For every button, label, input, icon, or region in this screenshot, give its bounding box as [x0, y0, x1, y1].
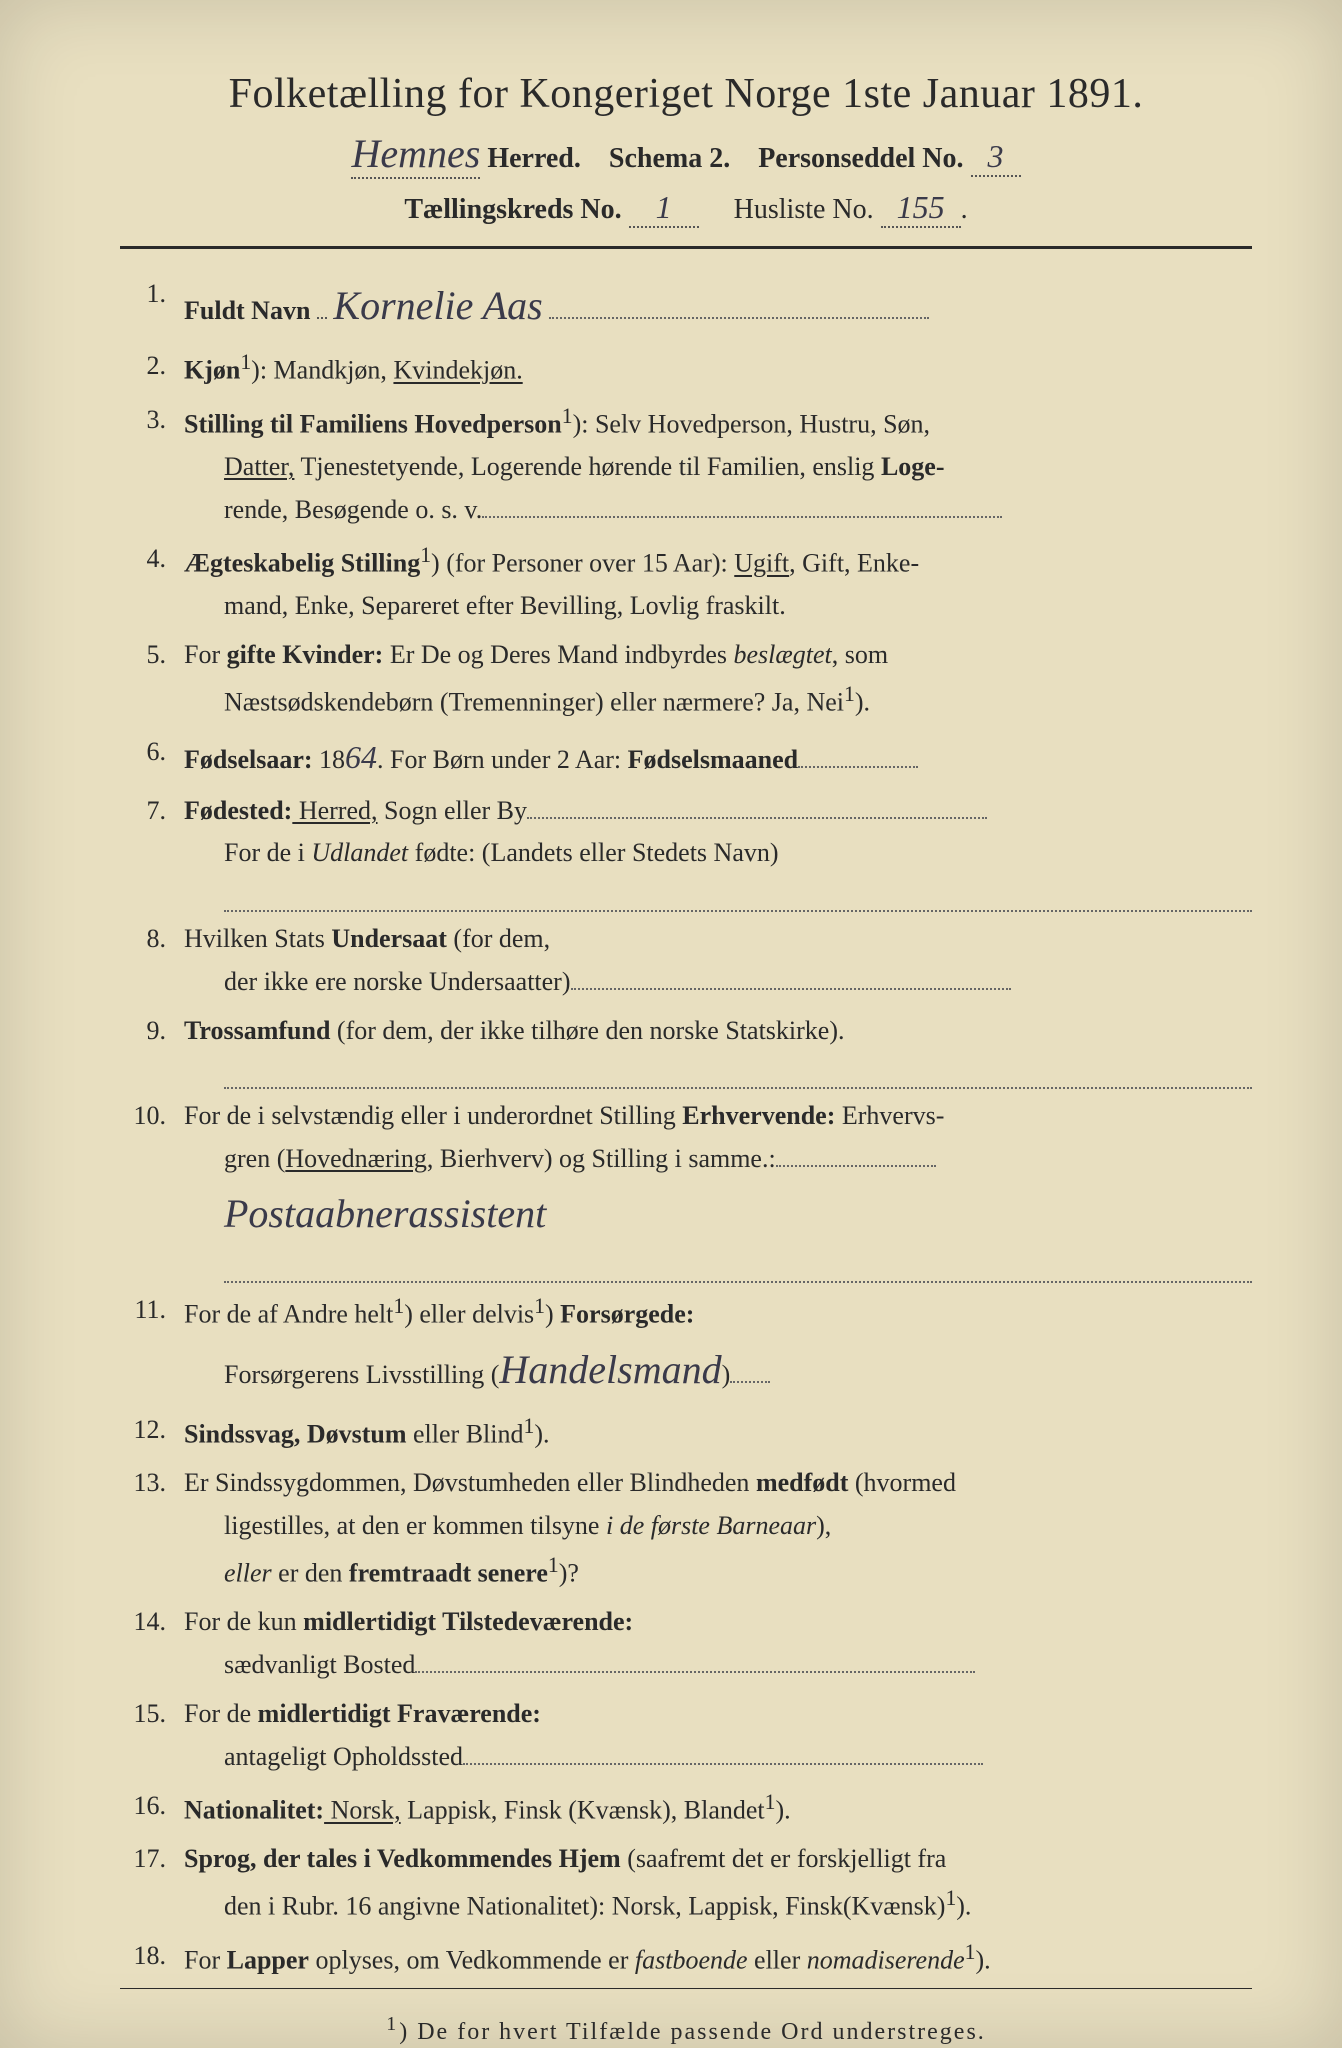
item-16: 16. Nationalitet: Norsk, Lappisk, Finsk …	[120, 1785, 1252, 1833]
item-17: 17. Sprog, der tales i Vedkommendes Hjem…	[120, 1838, 1252, 1928]
item-11: 11. For de af Andre helt1) eller delvis1…	[120, 1289, 1252, 1403]
item-6-num: 6.	[120, 731, 184, 784]
item-8: 8. Hvilken Stats Undersaat (for dem, der…	[120, 918, 1252, 1004]
item-15: 15. For de midlertidigt Fraværende: anta…	[120, 1693, 1252, 1779]
item-9: 9. Trossamfund (for dem, der ikke tilhør…	[120, 1010, 1252, 1089]
item-13: 13. Er Sindssygdommen, Døvstumheden elle…	[120, 1462, 1252, 1595]
header-row-2: Tællingskreds No. 1 Husliste No. 155.	[120, 189, 1252, 228]
item-18-num: 18.	[120, 1935, 184, 1983]
form-header: Folketælling for Kongeriget Norge 1ste J…	[120, 70, 1252, 228]
item-2-body: Kjøn1): Mandkjøn, Kvindekjøn.	[184, 345, 1252, 393]
item-1-num: 1.	[120, 273, 184, 339]
item-13-body: Er Sindssygdommen, Døvstumheden eller Bl…	[184, 1462, 1252, 1595]
item-15-body: For de midlertidigt Fraværende: antageli…	[184, 1693, 1252, 1779]
q4-selected: Ugift	[734, 549, 789, 578]
herred-value: Hemnes	[351, 130, 480, 179]
q4-label: Ægteskabelig Stilling	[184, 549, 420, 578]
form-title: Folketælling for Kongeriget Norge 1ste J…	[120, 70, 1252, 118]
q2-label: Kjøn	[184, 356, 240, 385]
item-7-num: 7.	[120, 790, 184, 912]
q1-label: Fuldt Navn	[184, 296, 310, 325]
item-17-body: Sprog, der tales i Vedkommendes Hjem (sa…	[184, 1838, 1252, 1928]
item-5-num: 5.	[120, 634, 184, 724]
item-1-body: Fuldt Navn Kornelie Aas	[184, 273, 1252, 339]
item-10-body: For de i selvstændig eller i underordnet…	[184, 1095, 1252, 1283]
q7-selected: Herred,	[292, 796, 377, 825]
item-11-body: For de af Andre helt1) eller delvis1) Fo…	[184, 1289, 1252, 1403]
item-15-num: 15.	[120, 1693, 184, 1779]
q1-value: Kornelie Aas	[333, 283, 542, 328]
item-14-num: 14.	[120, 1601, 184, 1687]
schema-label: Schema 2.	[609, 143, 730, 174]
item-5-body: For gifte Kvinder: Er De og Deres Mand i…	[184, 634, 1252, 724]
item-12-num: 12.	[120, 1409, 184, 1457]
item-11-num: 11.	[120, 1289, 184, 1403]
item-18-body: For Lapper oplyses, om Vedkommende er fa…	[184, 1935, 1252, 1983]
taellingskreds-no: 1	[629, 189, 699, 228]
q11-value: Handelsmand	[499, 1347, 721, 1392]
husliste-no: 155	[881, 189, 961, 228]
item-12-body: Sindssvag, Døvstum eller Blind1).	[184, 1409, 1252, 1457]
item-2: 2. Kjøn1): Mandkjøn, Kvindekjøn.	[120, 345, 1252, 393]
personseddel-no: 3	[971, 138, 1021, 177]
item-14-body: For de kun midlertidigt Tilstedeværende:…	[184, 1601, 1252, 1687]
footnote: 1) De for hvert Tilfælde passende Ord un…	[120, 2013, 1252, 2046]
item-17-num: 17.	[120, 1838, 184, 1928]
item-9-num: 9.	[120, 1010, 184, 1089]
item-8-num: 8.	[120, 918, 184, 1004]
q16-label: Nationalitet:	[184, 1796, 324, 1825]
item-3-num: 3.	[120, 399, 184, 532]
item-4: 4. Ægteskabelig Stilling1) (for Personer…	[120, 538, 1252, 628]
personseddel-label: Personseddel No.	[758, 143, 963, 174]
item-7-body: Fødested: Herred, Sogn eller By For de i…	[184, 790, 1252, 912]
item-1: 1. Fuldt Navn Kornelie Aas	[120, 273, 1252, 339]
item-14: 14. For de kun midlertidigt Tilstedevære…	[120, 1601, 1252, 1687]
q3-selected: Datter,	[224, 452, 294, 481]
item-7: 7. Fødested: Herred, Sogn eller By For d…	[120, 790, 1252, 912]
item-6: 6. Fødselsaar: 1864. For Børn under 2 Aa…	[120, 731, 1252, 784]
item-9-body: Trossamfund (for dem, der ikke tilhøre d…	[184, 1010, 1252, 1089]
footer-rule	[120, 1988, 1252, 1989]
form-items: 1. Fuldt Navn Kornelie Aas 2. Kjøn1): Ma…	[120, 273, 1252, 1982]
q6-year: 64	[345, 739, 377, 775]
item-3: 3. Stilling til Familiens Hovedperson1):…	[120, 399, 1252, 532]
q16-selected: Norsk,	[324, 1796, 401, 1825]
q2-selected: Kvindekjøn.	[393, 356, 522, 385]
header-row-1: Hemnes Herred. Schema 2. Personseddel No…	[120, 130, 1252, 179]
census-form-page: Folketælling for Kongeriget Norge 1ste J…	[0, 0, 1342, 2048]
item-10: 10. For de i selvstændig eller i underor…	[120, 1095, 1252, 1283]
item-10-num: 10.	[120, 1095, 184, 1283]
item-6-body: Fødselsaar: 1864. For Børn under 2 Aar: …	[184, 731, 1252, 784]
item-5: 5. For gifte Kvinder: Er De og Deres Man…	[120, 634, 1252, 724]
item-3-body: Stilling til Familiens Hovedperson1): Se…	[184, 399, 1252, 532]
header-rule	[120, 246, 1252, 249]
q10-value: Postaabnerassistent	[224, 1191, 546, 1236]
item-12: 12. Sindssvag, Døvstum eller Blind1).	[120, 1409, 1252, 1457]
item-16-body: Nationalitet: Norsk, Lappisk, Finsk (Kvæ…	[184, 1785, 1252, 1833]
item-18: 18. For Lapper oplyses, om Vedkommende e…	[120, 1935, 1252, 1983]
item-4-body: Ægteskabelig Stilling1) (for Personer ov…	[184, 538, 1252, 628]
item-2-num: 2.	[120, 345, 184, 393]
q7-label: Fødested:	[184, 796, 292, 825]
q6-label: Fødselsaar:	[184, 745, 313, 774]
q3-label: Stilling til Familiens Hovedperson	[184, 409, 562, 438]
item-16-num: 16.	[120, 1785, 184, 1833]
item-4-num: 4.	[120, 538, 184, 628]
herred-label: Herred.	[487, 143, 581, 174]
husliste-label: Husliste No.	[734, 194, 874, 225]
q9-label: Trossamfund	[184, 1016, 330, 1045]
item-8-body: Hvilken Stats Undersaat (for dem, der ik…	[184, 918, 1252, 1004]
item-13-num: 13.	[120, 1462, 184, 1595]
taellingskreds-label: Tællingskreds No.	[404, 194, 621, 225]
